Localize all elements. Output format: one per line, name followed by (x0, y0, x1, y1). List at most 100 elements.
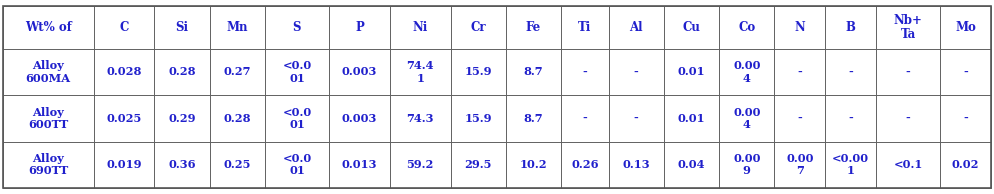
Text: Cr: Cr (470, 21, 486, 34)
Bar (265, 6, 329, 49)
Text: S: S (292, 21, 301, 34)
Text: 0.00
4: 0.00 4 (733, 60, 760, 84)
Bar (876, 49, 940, 95)
Bar (154, 6, 210, 49)
Text: 15.9: 15.9 (464, 67, 492, 77)
Bar (506, 49, 561, 95)
Text: 0.28: 0.28 (224, 113, 251, 124)
Text: <0.0
01: <0.0 01 (282, 107, 311, 130)
Bar (774, 6, 825, 49)
Text: <0.0
01: <0.0 01 (282, 60, 311, 84)
Bar (265, 49, 329, 95)
Bar (608, 142, 664, 188)
Bar (93, 6, 154, 49)
Bar (210, 49, 265, 95)
Bar (825, 49, 876, 95)
Bar (506, 6, 561, 49)
Bar (876, 95, 940, 142)
Bar (561, 49, 608, 95)
Text: -: - (906, 67, 911, 77)
Bar (210, 142, 265, 188)
Bar (664, 95, 719, 142)
Text: Co: Co (739, 21, 755, 34)
Text: 0.00
4: 0.00 4 (733, 107, 760, 130)
Bar (3, 142, 93, 188)
Text: 0.04: 0.04 (678, 159, 706, 170)
Text: 0.028: 0.028 (106, 67, 142, 77)
Bar (608, 49, 664, 95)
Text: Alloy
690TT: Alloy 690TT (28, 153, 69, 177)
Text: 0.26: 0.26 (572, 159, 598, 170)
Bar (774, 95, 825, 142)
Bar (390, 49, 450, 95)
Bar (390, 142, 450, 188)
Text: -: - (906, 113, 911, 124)
Bar (506, 142, 561, 188)
Bar (825, 6, 876, 49)
Bar (719, 95, 774, 142)
Text: 15.9: 15.9 (464, 113, 492, 124)
Bar (664, 6, 719, 49)
Bar (876, 142, 940, 188)
Text: Mn: Mn (227, 21, 248, 34)
Bar (561, 6, 608, 49)
Text: 74.3: 74.3 (407, 113, 434, 124)
Text: 0.28: 0.28 (168, 67, 196, 77)
Bar (93, 95, 154, 142)
Text: -: - (848, 67, 853, 77)
Bar (608, 95, 664, 142)
Bar (774, 142, 825, 188)
Bar (93, 49, 154, 95)
Bar (265, 142, 329, 188)
Text: 0.13: 0.13 (622, 159, 650, 170)
Text: -: - (963, 67, 968, 77)
Bar (825, 142, 876, 188)
Text: Mo: Mo (955, 21, 976, 34)
Text: 29.5: 29.5 (464, 159, 492, 170)
Text: <0.00
1: <0.00 1 (832, 153, 869, 177)
Text: C: C (119, 21, 128, 34)
Bar (940, 142, 991, 188)
Text: 0.27: 0.27 (224, 67, 251, 77)
Text: 74.4
1: 74.4 1 (407, 60, 434, 84)
Text: 0.00
9: 0.00 9 (733, 153, 760, 177)
Bar (450, 49, 506, 95)
Bar (3, 95, 93, 142)
Bar (210, 6, 265, 49)
Text: -: - (634, 67, 638, 77)
Text: -: - (797, 113, 802, 124)
Bar (265, 95, 329, 142)
Bar (210, 95, 265, 142)
Text: -: - (848, 113, 853, 124)
Bar (450, 6, 506, 49)
Text: 8.7: 8.7 (524, 67, 544, 77)
Bar (506, 95, 561, 142)
Bar (561, 142, 608, 188)
Text: <0.0
01: <0.0 01 (282, 153, 311, 177)
Text: -: - (963, 113, 968, 124)
Bar (329, 6, 390, 49)
Text: P: P (355, 21, 364, 34)
Text: <0.1: <0.1 (894, 159, 922, 170)
Bar (3, 6, 93, 49)
Bar (774, 49, 825, 95)
Bar (940, 6, 991, 49)
Text: -: - (634, 113, 638, 124)
Bar (825, 95, 876, 142)
Bar (450, 142, 506, 188)
Text: -: - (582, 113, 587, 124)
Bar (390, 95, 450, 142)
Bar (940, 49, 991, 95)
Bar (664, 49, 719, 95)
Text: 0.01: 0.01 (678, 67, 706, 77)
Bar (3, 49, 93, 95)
Text: 59.2: 59.2 (407, 159, 433, 170)
Text: 0.019: 0.019 (106, 159, 142, 170)
Text: Wt% of: Wt% of (25, 21, 72, 34)
Text: Alloy
600MA: Alloy 600MA (26, 60, 71, 84)
Text: 8.7: 8.7 (524, 113, 544, 124)
Bar (154, 49, 210, 95)
Text: Cu: Cu (683, 21, 701, 34)
Bar (719, 142, 774, 188)
Text: 0.003: 0.003 (342, 113, 377, 124)
